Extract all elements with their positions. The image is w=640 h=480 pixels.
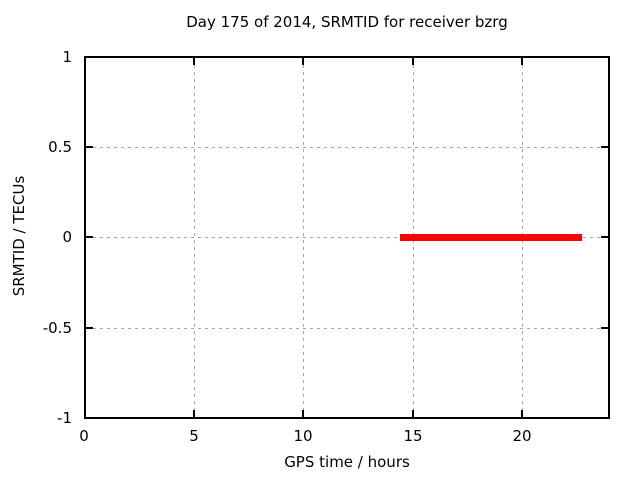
x-tick-label-0: 0 <box>79 427 89 445</box>
tick-mark-right-neg0p5 <box>601 327 608 329</box>
tick-mark-top-15h <box>412 58 414 65</box>
tick-mark-top-10h <box>302 58 304 65</box>
plot-area <box>84 56 610 419</box>
chart-title: Day 175 of 2014, SRMTID for receiver bzr… <box>186 13 508 31</box>
y-tick-label-neg1: -1 <box>57 409 72 427</box>
gridline-horizontal-neg0p5 <box>86 328 608 329</box>
tick-mark-bottom-15h <box>412 410 414 417</box>
x-tick-label-20: 20 <box>512 427 532 445</box>
tick-mark-right-0 <box>601 236 608 238</box>
y-tick-label-1: 1 <box>62 48 72 66</box>
y-tick-label-0: 0 <box>62 228 72 246</box>
x-axis-label: GPS time / hours <box>284 453 410 471</box>
x-tick-label-10: 10 <box>293 427 313 445</box>
x-tick-label-5: 5 <box>189 427 199 445</box>
y-tick-label-0p5: 0.5 <box>48 138 72 156</box>
tick-mark-bottom-20h <box>521 410 523 417</box>
tick-mark-left-0 <box>86 236 93 238</box>
tick-mark-left-0p5 <box>86 146 93 148</box>
tick-mark-bottom-10h <box>302 410 304 417</box>
tick-mark-bottom-5h <box>193 410 195 417</box>
tick-mark-top-20h <box>521 58 523 65</box>
tick-mark-right-0p5 <box>601 146 608 148</box>
x-tick-label-15: 15 <box>403 427 423 445</box>
tick-mark-left-neg0p5 <box>86 327 93 329</box>
data-series-srmtid-line <box>400 234 582 241</box>
tick-mark-top-5h <box>193 58 195 65</box>
gridline-horizontal-0 <box>86 237 608 238</box>
y-tick-label-neg0p5: -0.5 <box>42 319 72 337</box>
gridline-horizontal-0p5 <box>86 147 608 148</box>
